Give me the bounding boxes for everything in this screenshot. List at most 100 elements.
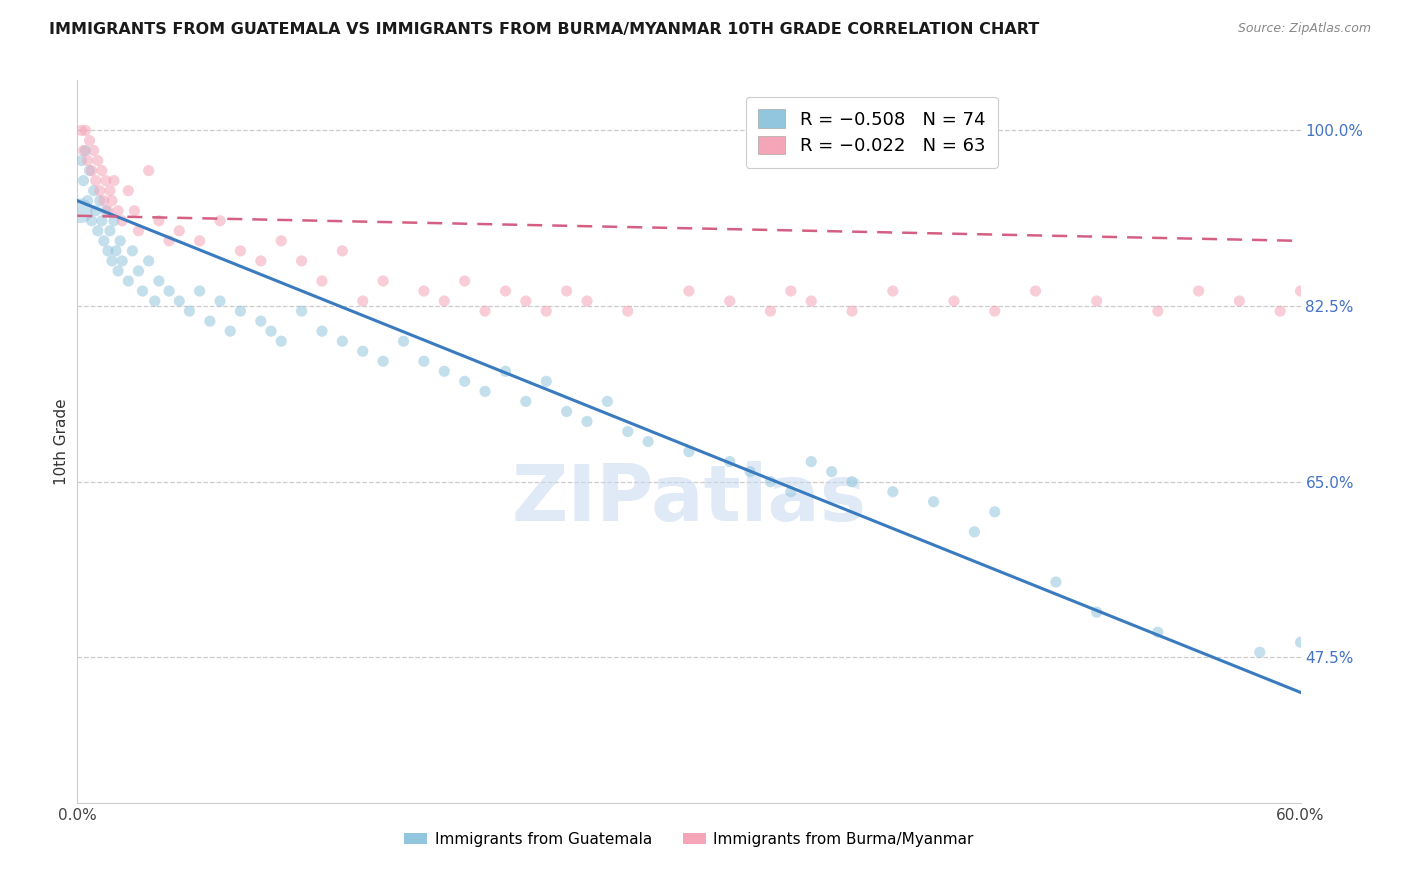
Point bbox=[534, 375, 557, 389]
Point bbox=[534, 304, 557, 318]
Point bbox=[882, 484, 904, 499]
Point bbox=[101, 194, 124, 208]
Point bbox=[617, 304, 640, 318]
Point bbox=[98, 184, 121, 198]
Point bbox=[555, 284, 578, 298]
Point bbox=[188, 234, 211, 248]
Point bbox=[474, 384, 496, 399]
Point bbox=[740, 465, 762, 479]
Point bbox=[922, 494, 945, 508]
Point bbox=[800, 294, 823, 309]
Point bbox=[83, 184, 105, 198]
Point bbox=[433, 294, 456, 309]
Point bbox=[1289, 284, 1312, 298]
Point bbox=[80, 213, 103, 227]
Point bbox=[1270, 304, 1292, 318]
Point bbox=[72, 173, 94, 188]
Point bbox=[882, 284, 904, 298]
Point bbox=[75, 123, 97, 137]
Point bbox=[76, 153, 98, 168]
Point bbox=[1147, 625, 1170, 640]
Point bbox=[229, 244, 252, 258]
Point bbox=[250, 314, 273, 328]
Point bbox=[98, 224, 121, 238]
Point bbox=[1249, 645, 1271, 659]
Point bbox=[124, 203, 146, 218]
Point bbox=[453, 375, 475, 389]
Point bbox=[515, 394, 537, 409]
Point bbox=[103, 213, 125, 227]
Point bbox=[1330, 294, 1353, 309]
Point bbox=[103, 173, 125, 188]
Point bbox=[270, 334, 292, 349]
Point bbox=[127, 264, 149, 278]
Point bbox=[311, 324, 333, 338]
Text: ZIPatlas: ZIPatlas bbox=[512, 461, 866, 537]
Point bbox=[79, 133, 101, 147]
Point bbox=[1024, 284, 1046, 298]
Point bbox=[576, 294, 599, 309]
Point bbox=[637, 434, 659, 449]
Point bbox=[107, 203, 129, 218]
Point bbox=[984, 304, 1007, 318]
Point bbox=[1045, 575, 1067, 590]
Point bbox=[576, 414, 599, 429]
Point bbox=[94, 203, 117, 218]
Point bbox=[780, 484, 803, 499]
Point bbox=[495, 364, 517, 378]
Point bbox=[89, 184, 111, 198]
Point bbox=[474, 304, 496, 318]
Point bbox=[371, 354, 394, 368]
Point bbox=[101, 254, 124, 268]
Point bbox=[219, 324, 242, 338]
Point bbox=[718, 294, 741, 309]
Point bbox=[260, 324, 283, 338]
Point bbox=[72, 144, 94, 158]
Point bbox=[780, 284, 803, 298]
Point bbox=[208, 294, 231, 309]
Point bbox=[332, 334, 354, 349]
Point bbox=[111, 213, 134, 227]
Point bbox=[70, 153, 93, 168]
Point bbox=[678, 284, 700, 298]
Legend: Immigrants from Guatemala, Immigrants from Burma/Myanmar: Immigrants from Guatemala, Immigrants fr… bbox=[398, 826, 980, 853]
Point bbox=[1085, 294, 1108, 309]
Point bbox=[555, 404, 578, 418]
Point bbox=[97, 244, 120, 258]
Point bbox=[87, 224, 110, 238]
Point bbox=[131, 284, 153, 298]
Point bbox=[1085, 605, 1108, 619]
Y-axis label: 10th Grade: 10th Grade bbox=[53, 398, 69, 485]
Point bbox=[596, 394, 619, 409]
Point bbox=[1187, 284, 1209, 298]
Point bbox=[290, 304, 312, 318]
Point bbox=[352, 344, 374, 359]
Point bbox=[495, 284, 517, 298]
Point bbox=[392, 334, 415, 349]
Point bbox=[75, 144, 97, 158]
Point bbox=[617, 425, 640, 439]
Point bbox=[1289, 635, 1312, 649]
Point bbox=[800, 455, 823, 469]
Point bbox=[111, 254, 134, 268]
Point bbox=[1229, 294, 1251, 309]
Point bbox=[311, 274, 333, 288]
Point bbox=[117, 184, 139, 198]
Point bbox=[138, 254, 160, 268]
Point bbox=[76, 194, 98, 208]
Point bbox=[718, 455, 741, 469]
Point bbox=[943, 294, 966, 309]
Point bbox=[105, 244, 128, 258]
Point bbox=[198, 314, 221, 328]
Point bbox=[678, 444, 700, 458]
Point bbox=[759, 475, 782, 489]
Point bbox=[270, 234, 292, 248]
Point bbox=[157, 234, 180, 248]
Point bbox=[413, 354, 436, 368]
Point bbox=[84, 173, 107, 188]
Point bbox=[148, 213, 170, 227]
Point bbox=[250, 254, 273, 268]
Point bbox=[413, 284, 436, 298]
Text: IMMIGRANTS FROM GUATEMALA VS IMMIGRANTS FROM BURMA/MYANMAR 10TH GRADE CORRELATIO: IMMIGRANTS FROM GUATEMALA VS IMMIGRANTS … bbox=[49, 22, 1039, 37]
Point bbox=[515, 294, 537, 309]
